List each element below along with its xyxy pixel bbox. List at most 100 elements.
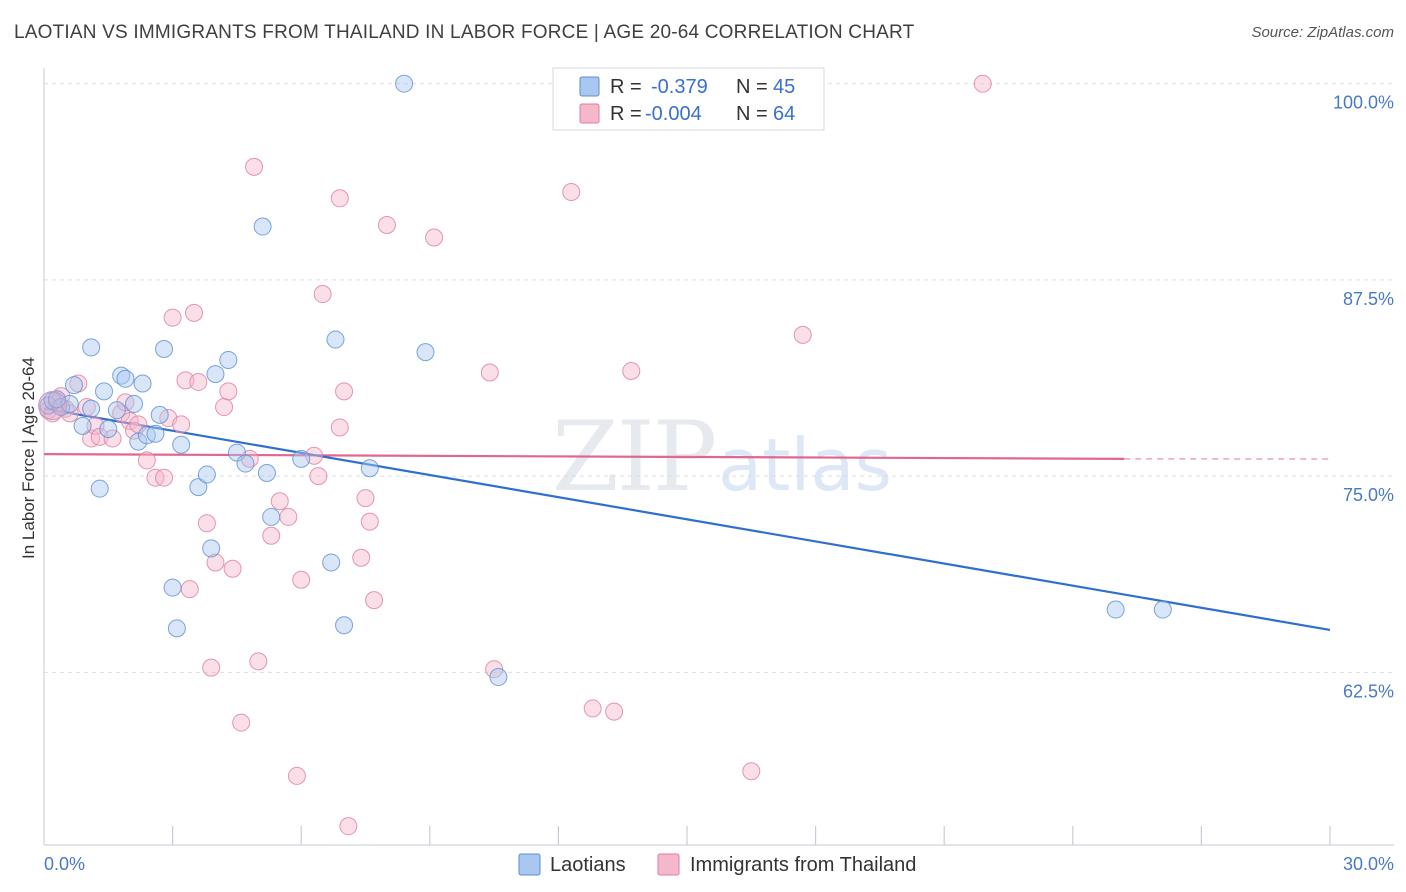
data-point-thailand xyxy=(793,325,812,344)
legend-n-value-2: 64 xyxy=(773,103,795,125)
data-point-laotians xyxy=(155,339,174,358)
data-point-thailand xyxy=(176,371,195,390)
data-point-laotians xyxy=(206,365,225,384)
x-ticks xyxy=(172,826,1331,845)
data-point-thailand xyxy=(973,74,992,93)
source-attribution: Source: ZipAtlas.com xyxy=(1251,24,1394,41)
data-point-thailand xyxy=(292,570,311,589)
data-point-thailand xyxy=(335,382,354,401)
data-point-thailand xyxy=(180,580,199,599)
data-point-thailand xyxy=(352,548,371,567)
data-point-laotians xyxy=(133,374,152,393)
series-immigrants-from-thailand xyxy=(39,74,992,836)
data-point-thailand xyxy=(583,699,602,718)
data-point-thailand xyxy=(356,489,375,508)
series-laotians xyxy=(38,74,1172,687)
series-legend: Laotians Immigrants from Thailand xyxy=(518,853,916,876)
data-point-thailand xyxy=(562,183,581,202)
data-point-thailand xyxy=(249,652,268,671)
data-point-laotians xyxy=(150,405,169,424)
data-point-laotians xyxy=(292,449,311,468)
data-point-laotians xyxy=(99,420,118,439)
data-point-thailand xyxy=(223,559,242,578)
data-point-thailand xyxy=(215,398,234,417)
data-point-laotians xyxy=(395,74,414,93)
data-point-thailand xyxy=(163,308,182,327)
data-point-laotians xyxy=(197,465,216,484)
data-point-thailand xyxy=(365,591,384,610)
data-point-thailand xyxy=(103,429,122,448)
y-tick-labels: 62.5% 75.0% 87.5% 100.0% xyxy=(1333,93,1394,702)
legend-n-label-2: N = xyxy=(736,103,768,125)
data-point-laotians xyxy=(163,578,182,597)
data-point-thailand xyxy=(313,285,332,304)
watermark-atlas: atlas xyxy=(718,423,892,507)
data-point-thailand xyxy=(245,157,264,176)
data-point-laotians xyxy=(90,479,109,498)
data-point-thailand xyxy=(480,363,499,382)
data-point-thailand xyxy=(330,418,349,437)
data-point-laotians xyxy=(253,217,272,236)
data-point-thailand xyxy=(197,514,216,533)
data-point-laotians xyxy=(262,507,281,526)
data-point-laotians xyxy=(322,553,341,572)
data-point-laotians xyxy=(326,330,345,349)
bottom-legend-label-laotians: Laotians xyxy=(550,854,626,876)
data-point-thailand xyxy=(185,303,204,322)
bottom-legend-label-thailand: Immigrants from Thailand xyxy=(690,854,916,876)
data-point-laotians xyxy=(219,350,238,369)
legend-r-value-1: -0.379 xyxy=(651,76,708,98)
data-point-laotians xyxy=(107,401,126,420)
chart-title: LAOTIAN VS IMMIGRANTS FROM THAILAND IN L… xyxy=(14,22,915,43)
data-point-laotians xyxy=(82,399,101,418)
trend-line-laotians xyxy=(43,407,1331,632)
data-point-thailand xyxy=(279,507,298,526)
data-point-laotians xyxy=(146,424,165,443)
data-point-laotians xyxy=(360,459,379,478)
data-point-laotians xyxy=(416,343,435,362)
data-point-laotians xyxy=(1153,600,1172,619)
y-axis-label: In Labor Force | Age 20-64 xyxy=(19,357,38,559)
legend-swatch-laotians xyxy=(579,76,600,97)
x-tick-label-min: 0.0% xyxy=(44,854,85,874)
data-point-laotians xyxy=(167,619,186,638)
data-point-thailand xyxy=(137,451,156,470)
legend-n-value-1: 45 xyxy=(773,76,795,98)
data-point-thailand xyxy=(330,189,349,208)
data-point-laotians xyxy=(1106,600,1125,619)
data-point-laotians xyxy=(116,369,135,388)
x-tick-label-max: 30.0% xyxy=(1343,854,1394,874)
data-point-laotians xyxy=(65,376,84,395)
correlation-legend: R = -0.379 N = 45 R = -0.004 N = 64 xyxy=(552,67,825,131)
data-point-thailand xyxy=(202,658,221,677)
data-point-thailand xyxy=(189,372,208,391)
y-tick-label: 100.0% xyxy=(1333,93,1394,113)
data-point-thailand xyxy=(425,228,444,247)
data-point-thailand xyxy=(232,713,251,732)
axes xyxy=(43,68,1394,846)
data-point-thailand xyxy=(270,492,289,511)
data-point-thailand xyxy=(742,762,761,781)
data-point-laotians xyxy=(172,435,191,454)
data-point-laotians xyxy=(257,463,276,482)
data-point-thailand xyxy=(219,382,238,401)
data-point-thailand xyxy=(287,766,306,785)
data-point-cluster xyxy=(38,390,68,420)
legend-swatch-thailand xyxy=(579,103,600,124)
data-point-thailand xyxy=(155,468,174,487)
data-point-laotians xyxy=(82,338,101,357)
legend-r-label-2: R = xyxy=(610,103,642,125)
data-point-laotians xyxy=(236,454,255,473)
y-tick-label: 87.5% xyxy=(1343,289,1394,309)
data-point-laotians xyxy=(95,382,114,401)
data-point-thailand xyxy=(622,361,641,380)
data-point-laotians xyxy=(125,394,144,413)
data-point-laotians xyxy=(189,478,208,497)
data-point-thailand xyxy=(605,702,624,721)
data-point-laotians xyxy=(202,539,221,558)
data-point-thailand xyxy=(339,817,358,836)
data-point-laotians xyxy=(73,416,92,435)
legend-r-value-2: -0.004 xyxy=(645,103,702,125)
trend-lines xyxy=(43,407,1331,632)
